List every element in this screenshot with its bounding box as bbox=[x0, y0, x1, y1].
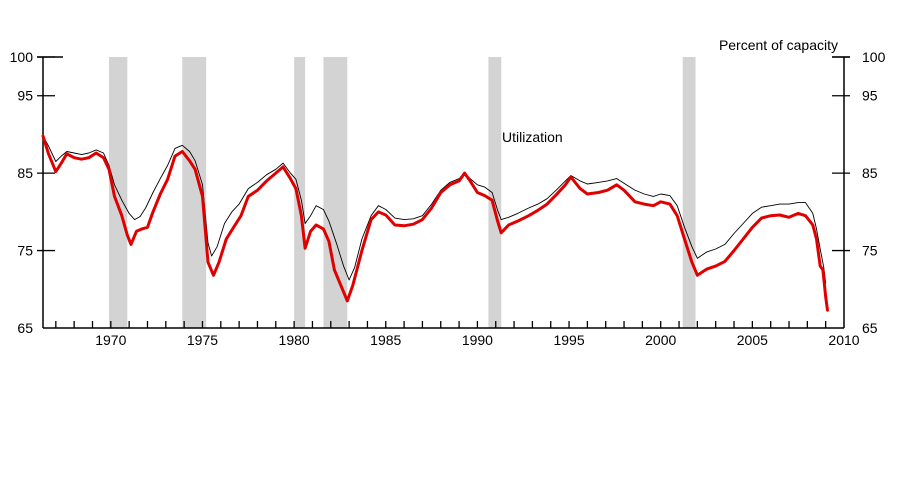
y-tick-label-left-95: 95 bbox=[17, 88, 33, 104]
y-tick-label-right-65: 65 bbox=[862, 320, 878, 336]
x-tick-label-2000: 2000 bbox=[645, 332, 676, 348]
recession-band-6 bbox=[682, 57, 696, 328]
x-tick-label-1995: 1995 bbox=[553, 332, 584, 348]
recession-band-2 bbox=[182, 57, 207, 328]
y-tick-label-left-75: 75 bbox=[17, 243, 33, 259]
recession-band-4 bbox=[323, 57, 348, 328]
recession-band-5 bbox=[488, 57, 502, 328]
y-tick-label-right-75: 75 bbox=[862, 243, 878, 259]
y-tick-label-left-85: 85 bbox=[17, 165, 33, 181]
y-tick-label-right-95: 95 bbox=[862, 88, 878, 104]
x-tick-label-1970: 1970 bbox=[95, 332, 126, 348]
y-axis-ticks: 65 75 85 95 100 65 75 85 95 100 bbox=[10, 49, 886, 336]
x-tick-label-2005: 2005 bbox=[737, 332, 768, 348]
x-tick-label-2010: 2010 bbox=[828, 332, 859, 348]
y-tick-label-left-100: 100 bbox=[10, 49, 34, 65]
x-tick-label-1990: 1990 bbox=[462, 332, 493, 348]
y-axis-unit-label: Percent of capacity bbox=[719, 37, 838, 53]
secondary-series-line bbox=[42, 135, 827, 284]
x-axis-ticks: 1970 1975 1980 1985 1990 1995 2000 2005 2010 bbox=[55, 321, 860, 348]
series-lines bbox=[41, 134, 829, 312]
utilization-series-label: Utilization bbox=[502, 129, 563, 145]
y-tick-label-left-65: 65 bbox=[17, 320, 33, 336]
x-tick-label-1985: 1985 bbox=[370, 332, 401, 348]
recession-bands bbox=[108, 57, 696, 328]
axes bbox=[37, 56, 850, 329]
y-tick-label-right-85: 85 bbox=[862, 165, 878, 181]
y-tick-label-right-100: 100 bbox=[862, 49, 886, 65]
x-tick-label-1975: 1975 bbox=[187, 332, 218, 348]
utilization-series-line bbox=[41, 134, 829, 312]
x-tick-label-1980: 1980 bbox=[279, 332, 310, 348]
